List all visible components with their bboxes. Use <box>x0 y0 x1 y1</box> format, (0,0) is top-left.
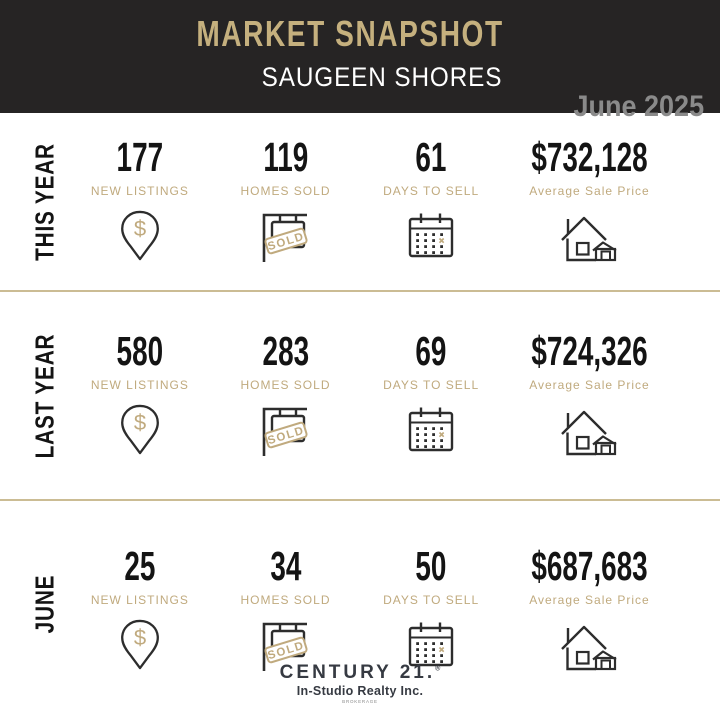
stat-new-listings: 177 NEW LISTINGS <box>67 133 213 267</box>
row-june: JUNE 25 NEW LISTINGS 34 HOMES SOLD 50 DA… <box>0 501 720 720</box>
page-title: MARKET SNAPSHOT <box>196 13 504 54</box>
map-pin-dollar-icon <box>67 205 213 267</box>
stat-label: DAYS TO SELL <box>383 377 480 392</box>
brand-name: CENTURY 21. <box>279 662 436 683</box>
stat-label: NEW LISTINGS <box>90 183 189 198</box>
stat-label: DAYS TO SELL <box>383 592 480 607</box>
page-subtitle: SAUGEEN SHORES <box>261 62 503 92</box>
registered-trademark: ® <box>435 665 441 673</box>
stat-average-sale-price: $687,683 Average Sale Price <box>504 542 675 676</box>
office-subtext: BROKERAGE <box>342 698 378 704</box>
stat-label: Average Sale Price <box>529 592 650 607</box>
header: MARKET SNAPSHOT SAUGEEN SHORES <box>0 0 720 113</box>
stat-label: DAYS TO SELL <box>383 183 480 198</box>
stat-homes-sold: 34 HOMES SOLD <box>213 542 359 676</box>
calendar-icon <box>358 399 504 461</box>
stat-value: 25 <box>124 542 156 589</box>
stat-value: 177 <box>116 133 164 180</box>
stat-homes-sold: 283 HOMES SOLD <box>213 327 359 461</box>
stat-new-listings: 580 NEW LISTINGS <box>67 327 213 461</box>
stat-label: HOMES SOLD <box>240 592 331 607</box>
stat-value: 61 <box>415 133 447 180</box>
stat-average-sale-price: $724,326 Average Sale Price <box>504 327 675 461</box>
row-label-last-year: LAST YEAR <box>29 333 60 458</box>
stat-homes-sold: 119 HOMES SOLD <box>213 133 359 267</box>
calendar-icon <box>358 205 504 267</box>
stat-label: HOMES SOLD <box>240 183 331 198</box>
stat-value: 283 <box>262 327 309 374</box>
stat-value: $732,128 <box>531 133 648 180</box>
stat-days-to-sell: 61 DAYS TO SELL <box>358 133 504 267</box>
house-icon <box>504 205 675 267</box>
century21-logo: CENTURY 21.® <box>0 662 720 684</box>
stat-value: 119 <box>262 133 308 180</box>
stat-label: NEW LISTINGS <box>90 592 189 607</box>
map-pin-dollar-icon <box>67 399 213 461</box>
stat-label: HOMES SOLD <box>240 377 331 392</box>
house-icon <box>504 399 675 461</box>
stat-value: $687,683 <box>531 542 648 589</box>
stat-value: 50 <box>415 542 447 589</box>
sold-sign-icon <box>213 205 359 267</box>
stat-days-to-sell: 69 DAYS TO SELL <box>358 327 504 461</box>
stat-label: Average Sale Price <box>529 183 650 198</box>
row-this-year: THIS YEAR 177 NEW LISTINGS 119 HOMES SOL… <box>0 113 720 292</box>
row-label-this-year: THIS YEAR <box>29 142 60 261</box>
stat-value: $724,326 <box>531 327 648 374</box>
stat-label: Average Sale Price <box>529 377 650 392</box>
office-name: In-Studio Realty Inc. <box>296 683 424 698</box>
report-date: June 2025 <box>573 90 704 123</box>
stat-average-sale-price: $732,128 Average Sale Price <box>504 133 675 267</box>
stat-value: 69 <box>415 327 447 374</box>
stat-days-to-sell: 50 DAYS TO SELL <box>358 542 504 676</box>
stat-label: NEW LISTINGS <box>90 377 189 392</box>
brand-footer: CENTURY 21.® In-Studio Realty Inc. BROKE… <box>0 662 720 704</box>
stat-value: 34 <box>269 542 301 589</box>
sold-sign-icon <box>213 399 359 461</box>
row-label-june: JUNE <box>29 574 60 634</box>
stat-value: 580 <box>116 327 164 374</box>
row-last-year: LAST YEAR 580 NEW LISTINGS 283 HOMES SOL… <box>0 292 720 501</box>
stat-new-listings: 25 NEW LISTINGS <box>67 542 213 676</box>
